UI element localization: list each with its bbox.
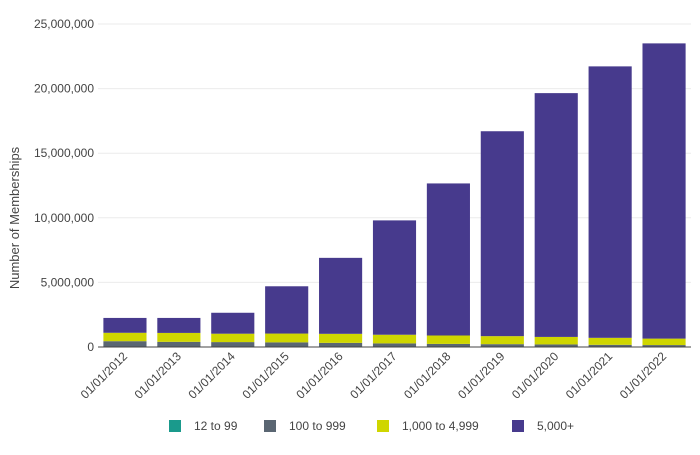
legend-label: 5,000+	[537, 419, 574, 433]
bar-segment[interactable]	[103, 341, 146, 347]
x-tick-label: 01/01/2013	[132, 349, 185, 402]
bar-segment[interactable]	[481, 131, 524, 336]
y-tick-label: 5,000,000	[41, 275, 95, 289]
bar-segment[interactable]	[265, 342, 308, 346]
bar-segment[interactable]	[319, 343, 362, 347]
bar-segment[interactable]	[373, 335, 416, 344]
legend-item[interactable]: 100 to 999	[264, 419, 346, 433]
legend-swatch	[377, 420, 389, 432]
bar-segment[interactable]	[373, 343, 416, 346]
bar-segment[interactable]	[589, 345, 632, 347]
legend-item[interactable]: 5,000+	[512, 419, 574, 433]
bar-segment[interactable]	[589, 338, 632, 345]
bar-segment[interactable]	[481, 336, 524, 344]
x-tick-label: 01/01/2022	[617, 349, 670, 402]
legend-item[interactable]: 12 to 99	[169, 419, 238, 433]
bar-segment[interactable]	[103, 318, 146, 333]
y-tick-label: 25,000,000	[34, 17, 94, 31]
x-tick-label: 01/01/2018	[401, 349, 454, 402]
bar-segment[interactable]	[642, 345, 685, 347]
bar-segment[interactable]	[535, 344, 578, 346]
bar-segment[interactable]	[157, 342, 200, 347]
legend-swatch	[169, 420, 181, 432]
bar-segment[interactable]	[642, 339, 685, 345]
legend-label: 1,000 to 4,999	[402, 419, 479, 433]
bar-segment[interactable]	[319, 258, 362, 334]
y-tick-label: 15,000,000	[34, 146, 94, 160]
y-tick-label: 10,000,000	[34, 211, 94, 225]
bar-segment[interactable]	[481, 344, 524, 347]
bar-segment[interactable]	[103, 333, 146, 341]
y-axis-label: Number of Memberships	[7, 146, 22, 289]
bar-segment[interactable]	[427, 344, 470, 347]
x-tick-label: 01/01/2021	[563, 349, 616, 402]
bar-segment[interactable]	[642, 43, 685, 338]
bar-segment[interactable]	[157, 333, 200, 342]
bar-segment[interactable]	[427, 336, 470, 344]
x-tick-label: 01/01/2016	[293, 349, 346, 402]
bar-segment[interactable]	[211, 342, 254, 347]
legend: 12 to 99 100 to 999 1,000 to 4,999 5,000+	[169, 419, 574, 433]
legend-label: 100 to 999	[289, 419, 346, 433]
legend-swatch	[264, 420, 276, 432]
x-tick-label: 01/01/2019	[455, 349, 508, 402]
y-tick-label: 0	[87, 340, 94, 354]
bar-segment[interactable]	[535, 337, 578, 344]
bar-segment[interactable]	[157, 318, 200, 333]
bar-segment[interactable]	[211, 334, 254, 342]
bar-segment[interactable]	[373, 220, 416, 334]
bar-segment[interactable]	[319, 334, 362, 343]
bar-segment[interactable]	[427, 183, 470, 335]
bar-segment[interactable]	[589, 66, 632, 337]
bar-segment[interactable]	[535, 93, 578, 337]
bar-segment[interactable]	[211, 313, 254, 334]
bar-segment[interactable]	[265, 334, 308, 343]
x-tick-label: 01/01/2014	[186, 349, 239, 402]
x-tick-label: 01/01/2015	[239, 349, 292, 402]
y-tick-label: 20,000,000	[34, 82, 94, 96]
legend-label: 12 to 99	[194, 419, 238, 433]
legend-item[interactable]: 1,000 to 4,999	[377, 419, 479, 433]
bar-segment[interactable]	[265, 286, 308, 333]
x-tick-label: 01/01/2020	[509, 349, 562, 402]
legend-swatch	[512, 420, 524, 432]
x-tick-label: 01/01/2017	[347, 349, 400, 402]
x-tick-label: 01/01/2012	[78, 349, 131, 402]
